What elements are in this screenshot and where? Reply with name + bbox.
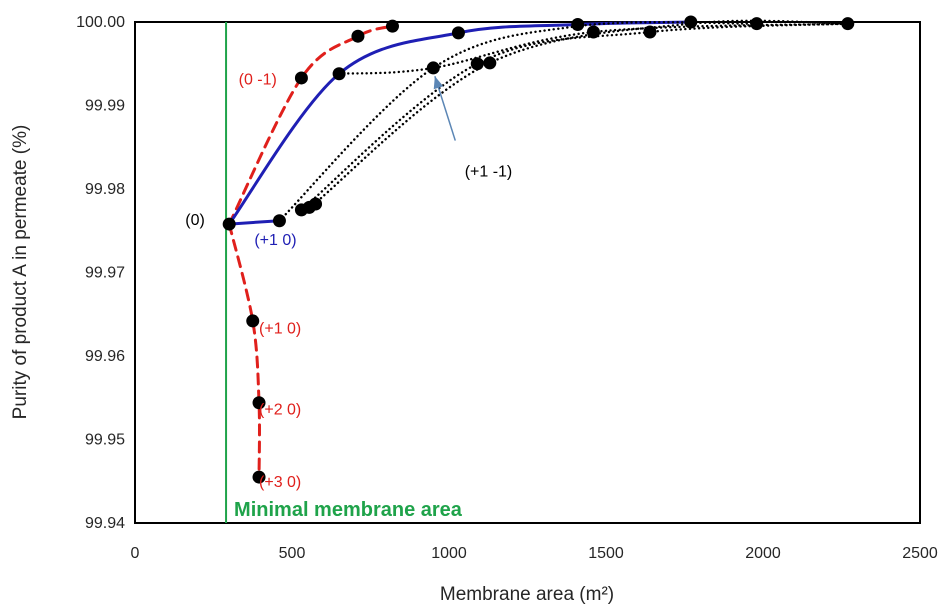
annotation-label: (+1 0) — [259, 320, 301, 337]
data-point — [750, 17, 764, 31]
x-tick-label: 1000 — [431, 545, 467, 562]
x-axis-title: Membrane area (m²) — [440, 584, 614, 605]
data-point — [684, 15, 698, 29]
x-axis-ticks: 0 500 1000 1500 2000 2500 — [131, 545, 938, 562]
series-line-blue-solid — [227, 219, 281, 226]
series-layer — [227, 19, 849, 479]
data-point — [222, 217, 236, 231]
y-axis-ticks: 99.94 99.95 99.96 99.97 99.98 99.99 100.00 — [76, 14, 125, 532]
x-tick-label: 1500 — [588, 545, 624, 562]
minimal-area-label: Minimal membrane area — [234, 499, 463, 521]
y-tick-label: 100.00 — [76, 14, 125, 31]
data-point — [643, 25, 657, 39]
x-tick-label: 2500 — [902, 545, 938, 562]
x-tick-label: 500 — [279, 545, 306, 562]
data-point — [332, 67, 346, 81]
data-point — [841, 17, 855, 31]
data-point — [470, 57, 484, 71]
data-point — [571, 18, 585, 32]
series-line-red-dashed — [227, 222, 261, 479]
annotation-label: (+1 -1) — [465, 163, 513, 180]
data-point — [385, 19, 399, 33]
annotation-label: (+1 0) — [254, 232, 296, 249]
y-tick-label: 99.97 — [85, 265, 125, 282]
annotation-label: (+3 0) — [259, 474, 301, 491]
series-line-black-dotted — [312, 19, 849, 206]
y-tick-label: 99.94 — [85, 515, 125, 532]
series-line-red-dashed — [227, 24, 394, 226]
data-point — [294, 71, 308, 85]
y-axis-title: Purity of product A in permeate (%) — [10, 125, 31, 420]
data-point — [483, 56, 497, 70]
y-tick-label: 99.99 — [85, 98, 125, 115]
data-point — [351, 29, 365, 43]
data-point — [451, 26, 465, 40]
annotation-arrow-head — [433, 76, 444, 90]
data-point — [246, 314, 260, 328]
point-layer — [222, 15, 855, 484]
data-point — [309, 197, 323, 211]
y-tick-label: 99.98 — [85, 181, 125, 198]
data-point — [272, 214, 286, 228]
plot-frame — [134, 21, 921, 524]
series-line-black-dotted — [278, 21, 758, 222]
data-point — [426, 61, 440, 75]
data-point — [586, 25, 600, 39]
series-line-black-dotted — [300, 22, 849, 212]
x-tick-label: 0 — [131, 545, 140, 562]
annotation-label: (+2 0) — [259, 401, 301, 418]
data-point — [252, 396, 266, 410]
annotation-layer: (0 -1) (+1 -1) (0) (+1 0) (+1 0) (+2 0) (+3 0) — [185, 72, 512, 491]
y-tick-label: 99.96 — [85, 348, 125, 365]
minimal-area-layer: Minimal membrane area — [225, 22, 463, 523]
annotation-label: (0 -1) — [239, 72, 277, 89]
y-tick-label: 99.95 — [85, 432, 125, 449]
x-tick-label: 2000 — [745, 545, 781, 562]
data-point — [252, 470, 266, 484]
annotation-label: (0) — [185, 212, 205, 229]
